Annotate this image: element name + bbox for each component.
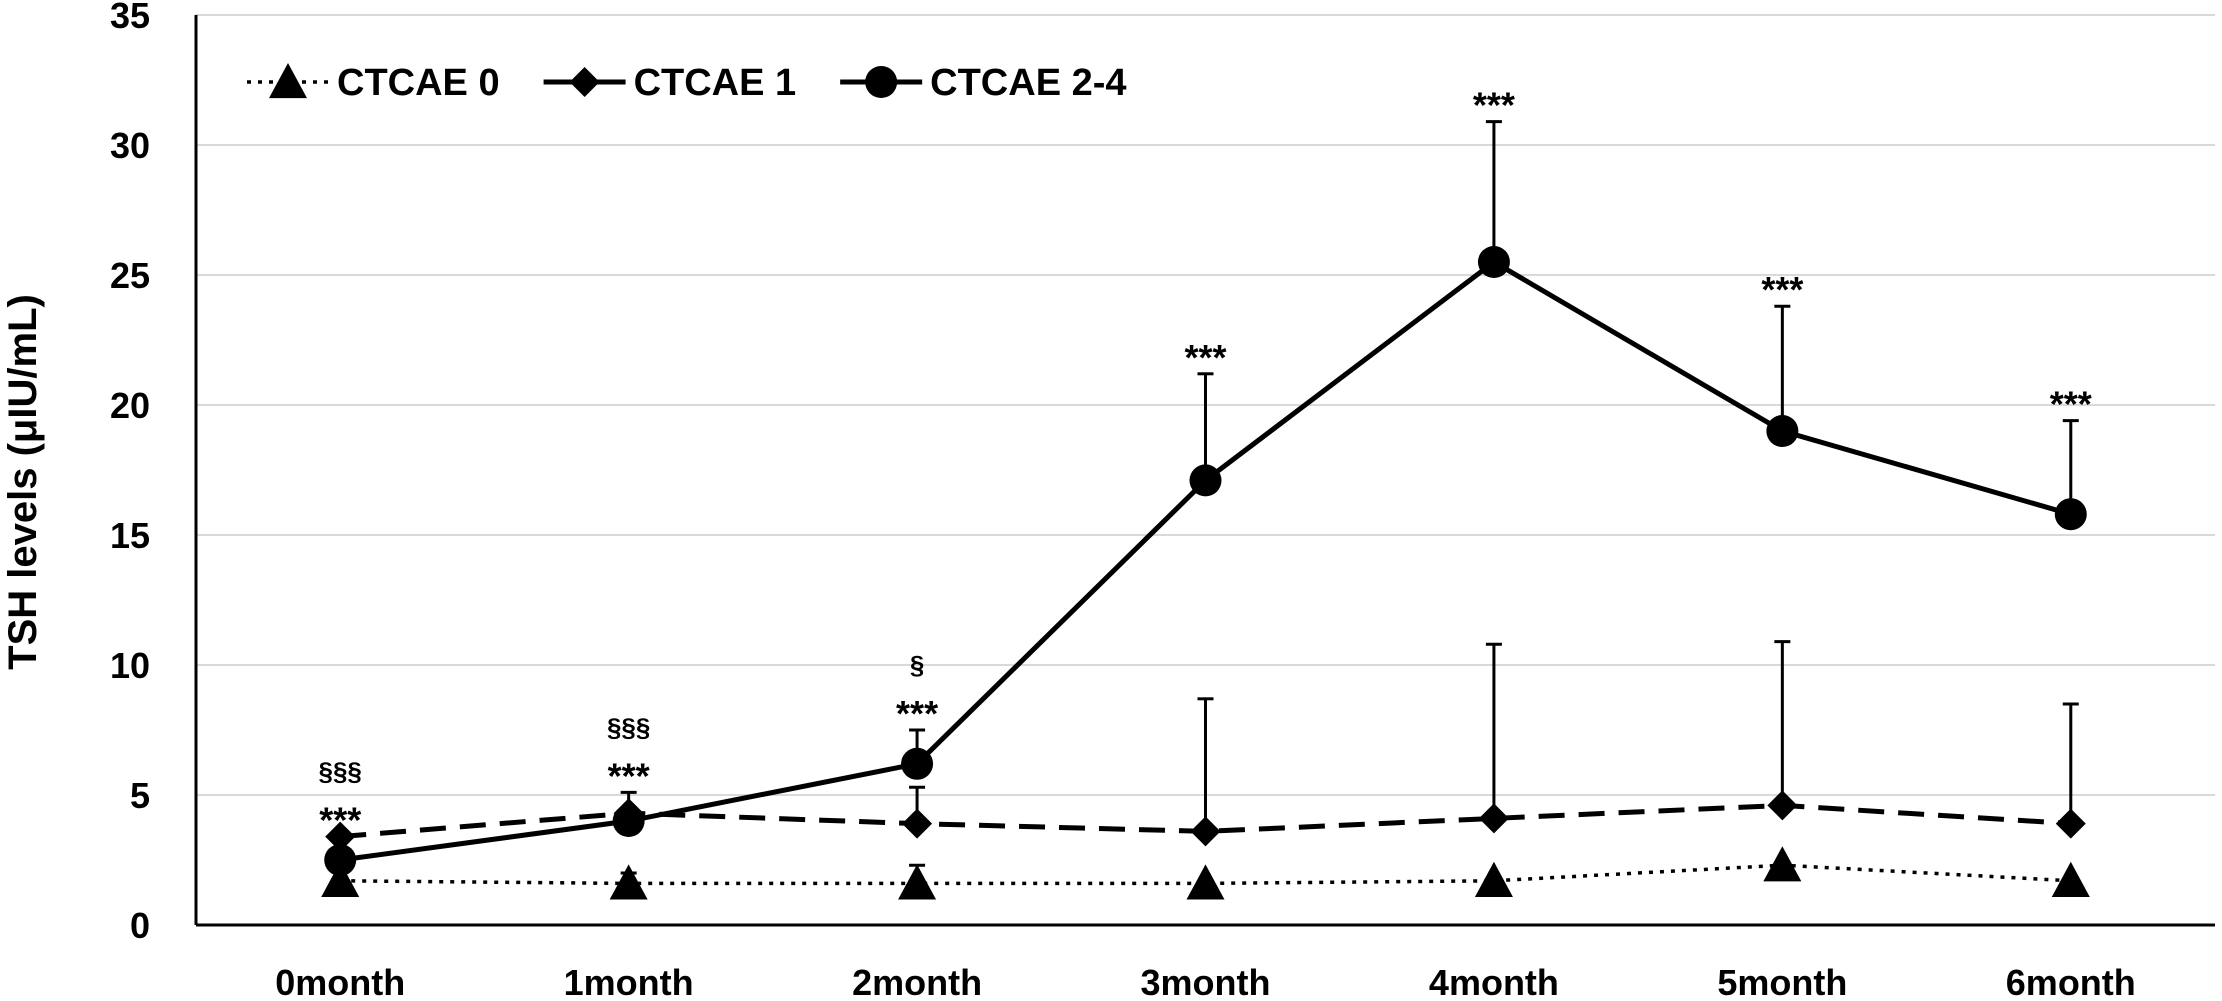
- data-point-triangle: [321, 861, 360, 897]
- data-point-diamond: [1190, 816, 1221, 847]
- data-point-diamond: [325, 821, 356, 852]
- data-point-triangle: [898, 864, 937, 900]
- significance-annotation: ***: [319, 800, 361, 841]
- data-point-diamond: [1767, 790, 1798, 821]
- x-tick-label: 0month: [275, 962, 405, 1001]
- x-tick-label: 6month: [2006, 962, 2136, 1001]
- gridlines: [196, 14, 2215, 796]
- data-point-circle: [901, 747, 934, 780]
- section-mark-annotation: §§§: [319, 757, 362, 787]
- data-point-triangle: [1186, 864, 1225, 900]
- error-bars: [620, 120, 2079, 884]
- x-tick-label: 5month: [1717, 962, 1847, 1001]
- data-point-diamond: [1478, 803, 1509, 834]
- data-point-triangle: [1763, 846, 1802, 882]
- significance-annotation: ***: [608, 755, 650, 796]
- x-tick-label: 1month: [564, 962, 694, 1001]
- significance-annotation: ***: [1473, 85, 1515, 126]
- axes: 0 5 10 15 20 25 30 35 0month 1month 2month 3month 4m…: [110, 0, 2215, 1001]
- significance-annotation: ***: [1184, 337, 1226, 378]
- data-point-diamond: [902, 808, 933, 839]
- data-point-circle: [2054, 498, 2087, 531]
- legend-marker-diamond: [569, 67, 600, 97]
- significance-annotation: ***: [2050, 384, 2092, 425]
- y-tick-label: 20: [110, 385, 150, 426]
- data-point-circle: [1477, 246, 1510, 278]
- data-point-circle: [1766, 415, 1799, 447]
- y-tick-label: 35: [110, 0, 150, 36]
- y-tick-label: 25: [110, 255, 150, 296]
- x-tick-label: 4month: [1429, 962, 1559, 1001]
- legend-label: CTCAE 0: [337, 62, 500, 104]
- section-mark-annotation: §: [910, 650, 924, 680]
- significance-annotation: ***: [896, 693, 938, 734]
- data-point-circle: [1189, 464, 1222, 497]
- data-point-circle: [324, 844, 357, 876]
- data-point-diamond: [2055, 808, 2086, 839]
- data-point-triangle: [1474, 861, 1513, 897]
- legend: CTCAE 0 CTCAE 1 CTCAE 2-4: [247, 62, 1127, 104]
- series-markers: [321, 246, 2090, 900]
- x-tick-label: 3month: [1141, 962, 1271, 1001]
- y-tick-label: 30: [110, 125, 150, 166]
- x-tick-label: 2month: [852, 962, 982, 1001]
- y-tick-label: 15: [110, 515, 150, 556]
- legend-label: CTCAE 2-4: [930, 62, 1126, 104]
- y-axis-title: TSH levels (μIU/mL): [1, 294, 45, 670]
- data-point-triangle: [609, 864, 648, 900]
- legend-marker-triangle: [269, 63, 307, 99]
- significance-annotations: *** §§§ *** §§§ *** § *** *** *** ***: [319, 85, 2092, 841]
- section-mark-annotation: §§§: [607, 712, 650, 742]
- y-tick-label: 0: [130, 905, 150, 946]
- legend-label: CTCAE 1: [634, 62, 797, 104]
- y-tick-label: 5: [130, 775, 150, 816]
- y-tick-label: 10: [110, 645, 150, 686]
- data-point-triangle: [2051, 861, 2090, 897]
- significance-annotation: ***: [1761, 269, 1803, 310]
- data-point-circle: [612, 805, 645, 837]
- legend-marker-circle: [865, 66, 898, 98]
